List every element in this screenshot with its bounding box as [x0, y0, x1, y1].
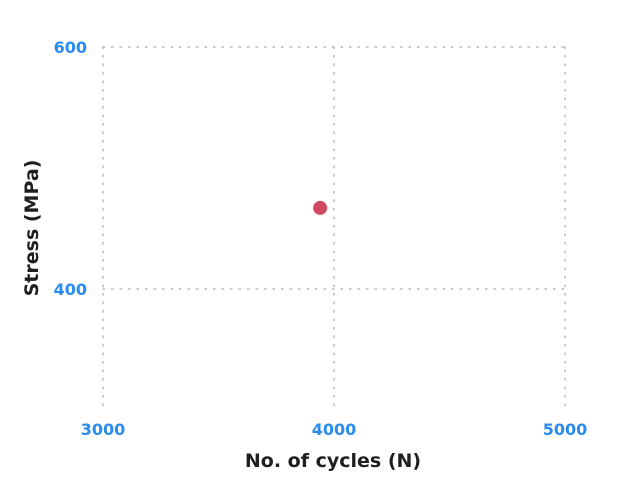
x-tick-label-2: 5000 — [543, 420, 588, 439]
x-axis-title: No. of cycles (N) — [245, 450, 421, 472]
y-tick-label-0: 400 — [54, 280, 87, 299]
data-points — [313, 200, 328, 215]
x-tick-label-0: 3000 — [81, 420, 126, 439]
data-point-0-0 — [313, 200, 328, 215]
x-tick-label-1: 4000 — [312, 420, 357, 439]
y-axis-ticks: 400 600 — [54, 38, 87, 299]
x-axis-ticks: 3000 4000 5000 — [81, 420, 588, 439]
grid — [102, 46, 566, 411]
y-axis-title: Stress (MPa) — [21, 160, 43, 297]
y-tick-label-1: 600 — [54, 38, 87, 57]
